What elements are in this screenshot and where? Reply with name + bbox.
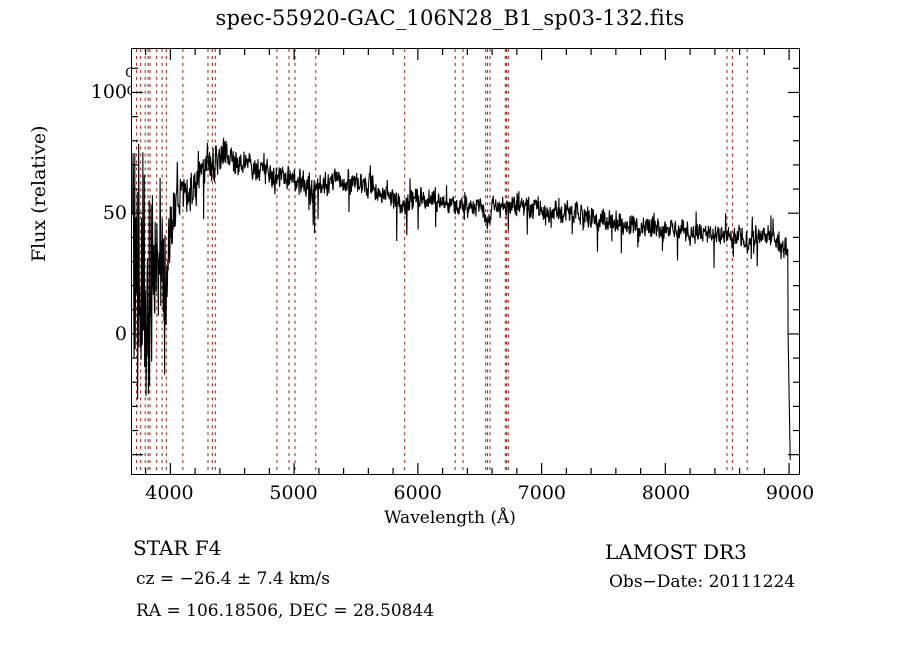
plot-frame <box>131 48 800 475</box>
x-tick-9000: 9000 <box>765 482 815 504</box>
redshift-velocity-text: cz = −26.4 ± 7.4 km/s <box>136 569 330 589</box>
coordinates-text: RA = 106.18506, DEC = 28.50844 <box>136 601 435 621</box>
x-tick-8000: 8000 <box>641 482 691 504</box>
survey-name-text: LAMOST DR3 <box>605 540 747 564</box>
axis-ticks <box>132 49 799 474</box>
observation-date-text: Obs−Date: 20111224 <box>609 572 796 592</box>
y-tick-100: 100 <box>90 80 127 103</box>
spectrum-trace <box>132 137 791 461</box>
spectrum-canvas <box>132 49 799 474</box>
x-tick-4000: 4000 <box>145 482 194 504</box>
y-tick-0: 0 <box>114 323 127 346</box>
y-axis-title: Flux (relative) <box>28 125 50 263</box>
x-axis-title: Wavelength (Å) <box>384 508 516 528</box>
object-class-text: STAR F4 <box>133 536 222 560</box>
x-tick-6000: 6000 <box>393 482 442 504</box>
x-tick-5000: 5000 <box>269 482 318 504</box>
x-tick-7000: 7000 <box>517 482 567 504</box>
spectral-line-markers <box>136 49 748 474</box>
page-title: spec-55920-GAC_106N28_B1_sp03-132.fits <box>215 6 685 30</box>
y-tick-50: 50 <box>102 201 127 224</box>
